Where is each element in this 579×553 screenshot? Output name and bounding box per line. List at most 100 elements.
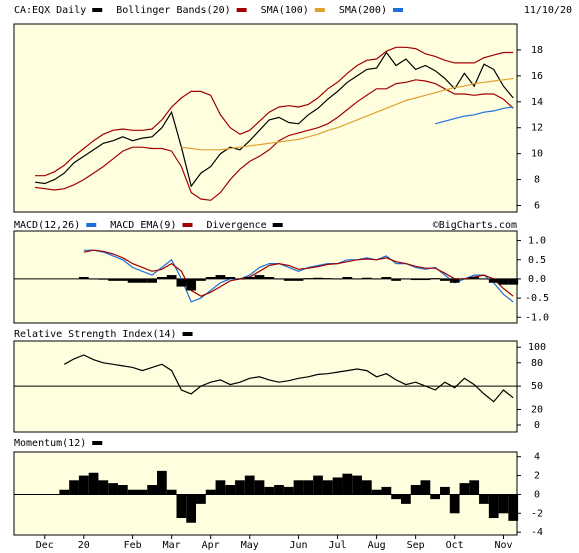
legend-swatch <box>182 332 193 336</box>
bar <box>88 472 99 495</box>
bar <box>283 278 294 281</box>
bar <box>322 278 333 279</box>
y-tick-label: 0.5 <box>528 255 546 266</box>
date-label: 11/10/20 <box>524 5 572 16</box>
bar <box>371 489 382 495</box>
bar <box>88 278 99 280</box>
bar <box>215 480 226 495</box>
bar <box>352 278 362 280</box>
y-tick-label: 20 <box>531 404 543 415</box>
bar <box>352 475 362 495</box>
legend-label: Momentum(12) <box>14 438 86 449</box>
bar <box>196 278 206 281</box>
bar <box>78 475 89 495</box>
legend-label: Relative Strength Index(14) <box>14 329 177 340</box>
x-tick-label: Feb <box>124 540 142 551</box>
bar <box>98 480 109 495</box>
legend-swatch <box>392 8 403 12</box>
bar <box>59 489 70 495</box>
bar <box>459 278 470 280</box>
bar <box>274 278 284 280</box>
y-tick-label: -0.5 <box>525 293 549 304</box>
bar <box>313 277 323 279</box>
bar <box>293 278 304 281</box>
bar <box>381 486 392 495</box>
bar <box>225 277 236 279</box>
bar <box>479 278 489 280</box>
x-tick-label: Aug <box>368 540 386 551</box>
bar <box>117 485 128 495</box>
bar <box>293 480 304 495</box>
series-line <box>83 249 514 303</box>
bar <box>137 278 148 283</box>
bar <box>264 486 275 495</box>
bar <box>225 485 236 495</box>
bar <box>488 494 499 519</box>
x-tick-label: Jul <box>329 540 347 551</box>
y-tick-label: -2 <box>531 508 543 519</box>
x-tick-label: Oct <box>446 540 464 551</box>
bar <box>361 277 372 279</box>
x-tick-label: Dec <box>36 540 54 551</box>
y-tick-label: 4 <box>534 452 540 463</box>
x-tick-label: Nov <box>494 540 512 551</box>
x-tick-label: Mar <box>163 540 181 551</box>
bar <box>176 278 187 287</box>
bar <box>410 278 421 281</box>
y-tick-label: 10 <box>531 149 543 160</box>
bar <box>498 278 509 285</box>
bar <box>78 277 89 279</box>
bar <box>361 480 372 495</box>
bar <box>469 480 480 495</box>
bar <box>254 480 265 495</box>
band-upper <box>35 46 514 177</box>
bar <box>313 475 323 495</box>
bar <box>498 494 509 514</box>
bar <box>166 275 177 279</box>
bar <box>176 494 187 519</box>
legend-label: CA:EQX Daily <box>14 5 86 16</box>
bar <box>479 494 489 504</box>
bar <box>381 277 392 279</box>
legend-label: Bollinger Bands(20) <box>116 5 230 16</box>
legend-label: Divergence <box>206 220 266 231</box>
bar <box>322 480 333 495</box>
bar <box>98 278 109 280</box>
legend-swatch <box>314 8 325 12</box>
bar <box>157 470 167 495</box>
bar <box>332 477 343 495</box>
bar <box>508 494 519 521</box>
bar <box>147 485 157 495</box>
bar <box>127 489 138 495</box>
y-tick-label: 16 <box>531 71 543 82</box>
bar <box>391 494 401 500</box>
legend-label: MACD(12,26) <box>14 220 80 231</box>
y-tick-label: 2 <box>534 471 540 482</box>
bar <box>108 483 118 495</box>
y-tick-label: 0 <box>534 489 540 500</box>
series-line <box>83 249 514 297</box>
bar <box>430 278 441 279</box>
bar <box>440 278 450 281</box>
bar <box>449 494 460 514</box>
y-tick-label: -4 <box>531 527 543 538</box>
legend-swatch <box>86 223 97 227</box>
bar <box>254 275 265 279</box>
legend-swatch <box>182 223 193 227</box>
legend-swatch <box>92 441 103 445</box>
bar <box>410 485 421 495</box>
bar <box>186 494 197 523</box>
bar <box>420 278 431 281</box>
bar <box>449 278 460 283</box>
y-tick-label: 100 <box>528 342 546 353</box>
legend-swatch <box>92 8 103 12</box>
bar <box>488 278 499 283</box>
bar <box>205 277 216 279</box>
y-tick-label: 8 <box>534 175 540 186</box>
bar <box>205 489 216 495</box>
bar <box>196 494 206 504</box>
bar <box>186 278 197 291</box>
bar <box>342 277 353 279</box>
bar <box>469 277 480 279</box>
